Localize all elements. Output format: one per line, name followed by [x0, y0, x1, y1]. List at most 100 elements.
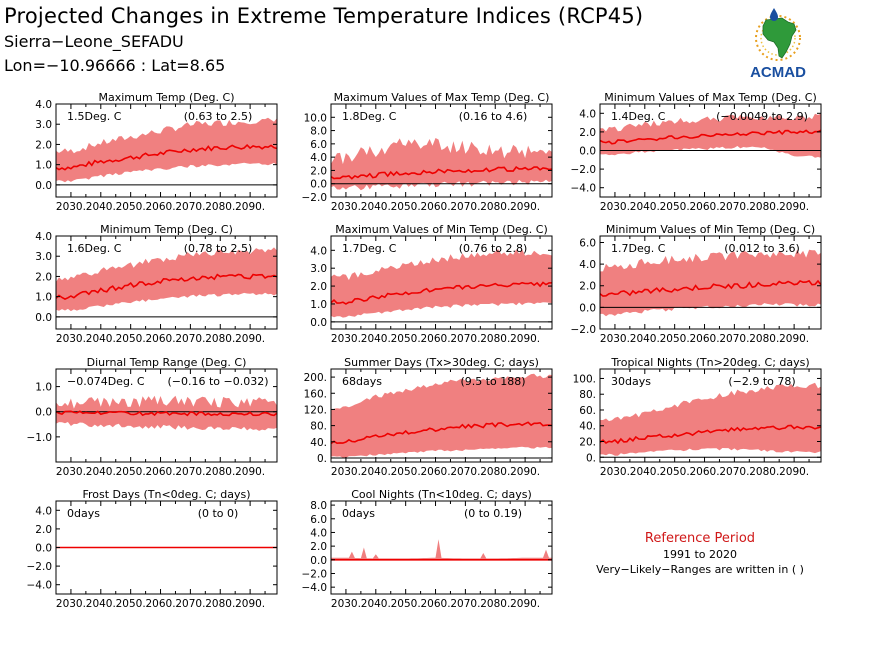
- y-tick-label: 4.0: [35, 231, 52, 243]
- reference-period-note: Very−Likely−Ranges are written in ( ): [596, 563, 804, 576]
- x-tick-label: 2040.: [361, 201, 391, 213]
- plot-frame: [330, 235, 553, 330]
- x-tick-label: 2070.: [175, 201, 205, 213]
- y-tick-label: −2.0: [302, 568, 328, 580]
- range-label: (0.76 to 2.8): [459, 242, 528, 255]
- chart-panel: −4.0 −2.0 0.0 2.0 4.0 2030. 2040. 2050. 2060. 207…: [571, 91, 822, 213]
- x-tick-label: 2060.: [145, 466, 175, 478]
- value-label: 30days: [611, 375, 651, 388]
- y-tick-label: 20.: [579, 437, 596, 449]
- chart-title: Minimum Values of Max Temp (Deg. C): [604, 91, 817, 104]
- y-tick-label: 6.0: [579, 237, 596, 249]
- y-tick-label: 2.0: [579, 281, 596, 293]
- x-tick-label: 2030.: [56, 466, 86, 478]
- x-tick-label: 2080.: [480, 201, 510, 213]
- chart-title: Maximum Temp (Deg. C): [99, 91, 235, 104]
- y-tick-label: 40.: [579, 421, 596, 433]
- y-tick-label: 4.0: [310, 245, 327, 257]
- x-tick-label: 2090.: [510, 201, 540, 213]
- y-tick-label: 1.0: [310, 299, 327, 311]
- x-tick-label: 2080.: [205, 201, 235, 213]
- x-tick-label: 2070.: [175, 333, 205, 345]
- range-label: (0.012 to 3.6): [724, 242, 800, 255]
- y-tick-label: 0.0: [310, 179, 327, 191]
- value-label: 0days: [342, 507, 375, 520]
- reference-period-years: 1991 to 2020: [662, 548, 738, 561]
- median-line: [55, 410, 278, 417]
- x-tick-label: 2030.: [56, 598, 86, 610]
- y-tick-label: 6.0: [310, 139, 327, 151]
- x-tick-label: 2040.: [86, 201, 116, 213]
- x-tick-label: 2090.: [779, 201, 809, 213]
- x-tick-label: 2040.: [630, 466, 660, 478]
- y-tick-label: 3.0: [35, 119, 52, 131]
- value-label: 1.8Deg. C: [342, 110, 397, 123]
- chart-title: Minimum Values of Min Temp (Deg. C): [606, 223, 815, 236]
- range-band: [331, 249, 552, 318]
- x-tick-label: 2080.: [480, 598, 510, 610]
- plot-frame: [55, 103, 278, 198]
- x-tick-label: 2070.: [450, 598, 480, 610]
- value-label: 68days: [342, 375, 382, 388]
- value-label: 1.5Deg. C: [67, 110, 122, 123]
- median-line: [330, 166, 553, 180]
- y-tick-label: 1.0: [35, 382, 52, 394]
- value-label: 1.6Deg. C: [67, 242, 122, 255]
- range-band: [600, 382, 821, 456]
- x-tick-label: 2050.: [391, 466, 421, 478]
- x-tick-label: 2050.: [391, 333, 421, 345]
- range-label: (−2.9 to 78): [728, 375, 795, 388]
- x-tick-label: 2090.: [510, 333, 540, 345]
- chart-panel: 0.0 1.0 2.0 3.0 4.0 2030. 2040. 2050. 2060. 2070.…: [35, 223, 278, 345]
- x-tick-label: 2030.: [600, 466, 630, 478]
- median-line: [599, 424, 822, 445]
- sunburst-icon: [755, 15, 801, 61]
- y-tick-label: 0.: [586, 452, 596, 464]
- range-label: (0.78 to 2.5): [184, 242, 253, 255]
- x-tick-label: 2050.: [391, 201, 421, 213]
- x-tick-label: 2090.: [779, 333, 809, 345]
- y-tick-label: 80.: [579, 389, 596, 401]
- x-tick-label: 2060.: [689, 333, 719, 345]
- chart-title: Maximum Values of Min Temp (Deg. C): [335, 223, 548, 236]
- value-label: 0days: [67, 507, 100, 520]
- chart-panel: 0.20.40.60.80.100.2030. 2040. 2050. 2060. 20…: [573, 356, 822, 478]
- y-tick-label: 0.0: [310, 555, 327, 567]
- y-tick-label: 0.0: [35, 407, 52, 419]
- x-tick-label: 2090.: [235, 466, 265, 478]
- range-label: (0.63 to 2.5): [184, 110, 253, 123]
- chart-title: Frost Days (Tn<0deg. C; days): [82, 488, 250, 501]
- x-tick-label: 2090.: [235, 333, 265, 345]
- y-tick-label: −4.0: [27, 580, 53, 592]
- x-tick-label: 2030.: [56, 333, 86, 345]
- coordinates-label: Lon=−10.96666 : Lat=8.65: [4, 56, 226, 75]
- x-tick-label: 2040.: [361, 466, 391, 478]
- x-tick-label: 2050.: [660, 466, 690, 478]
- chart-title: Cool Nights (Tn<10deg. C; days): [351, 488, 532, 501]
- y-tick-label: 0.0: [35, 543, 52, 555]
- y-tick-label: 4.0: [35, 505, 52, 517]
- y-tick-label: 80.: [310, 421, 327, 433]
- y-tick-label: 1.0: [35, 292, 52, 304]
- value-label: −0.074Deg. C: [67, 375, 145, 388]
- africa-map-icon: [762, 17, 797, 59]
- range-label: (−0.0049 to 2.9): [716, 110, 808, 123]
- x-tick-label: 2040.: [630, 201, 660, 213]
- plot-frame: [55, 235, 278, 330]
- x-tick-label: 2070.: [719, 333, 749, 345]
- x-tick-label: 2090.: [510, 598, 540, 610]
- y-tick-label: 2.0: [310, 165, 327, 177]
- chart-panel: −1.0 0.0 1.0 2030. 2040. 2050. 2060. 2070. 2080.…: [27, 356, 278, 478]
- y-tick-label: 4.0: [310, 527, 327, 539]
- x-tick-label: 2050.: [116, 466, 146, 478]
- median-line: [330, 281, 553, 305]
- median-line: [599, 129, 822, 145]
- location-label: Sierra−Leone_SEFADU: [4, 32, 184, 51]
- plot-frame: [330, 500, 553, 595]
- y-tick-label: 2.0: [310, 281, 327, 293]
- plot-frame: [55, 368, 278, 463]
- range-band: [600, 249, 821, 317]
- y-tick-label: 40.: [310, 437, 327, 449]
- y-tick-label: −4.0: [302, 582, 328, 594]
- y-tick-label: 3.0: [310, 263, 327, 275]
